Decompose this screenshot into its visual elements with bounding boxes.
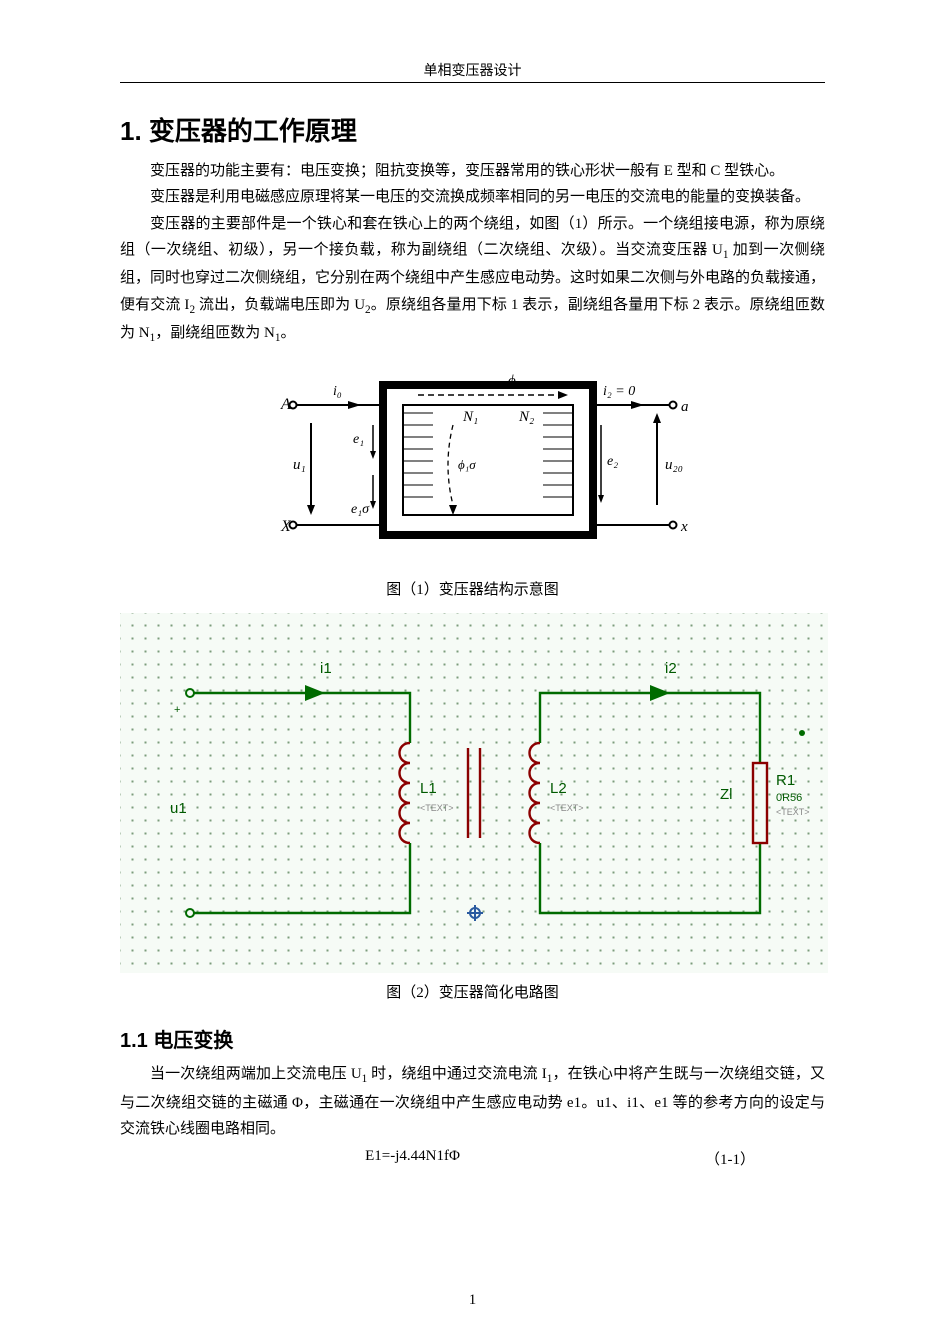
header-rule — [120, 82, 825, 83]
fig2-Zl: Zl — [720, 786, 733, 803]
fig1-N2: N₂ — [518, 409, 534, 425]
fig2-R1: R1 — [776, 772, 795, 789]
figure-2-caption: 图（2）变压器简化电路图 — [120, 981, 825, 1002]
fig1-x: x — [680, 519, 688, 535]
fig1-A: A — [280, 396, 291, 413]
fig1-i2: i₂ = 0 — [603, 384, 635, 399]
figure-2: i1 i2 u1 + L1 <TEXT> L2 <TEXT> Zl R1 0R5… — [120, 613, 828, 973]
para3-c: 流出，负载端电压即为 U — [195, 297, 365, 313]
fig2-i1: i1 — [320, 660, 332, 677]
fig2-R1v: 0R56 — [776, 792, 802, 804]
fig2-L2: L2 — [550, 780, 567, 797]
section1-para1: 变压器的功能主要有：电压变换；阻抗变换等，变压器常用的铁心形状一般有 E 型和 … — [120, 158, 825, 184]
fig1-i0: i₀ — [333, 384, 342, 399]
equation-number: （1-1） — [705, 1148, 825, 1169]
section1-1-para: 当一次绕组两端加上交流电压 U1 时，绕组中通过交流电流 I1，在铁心中将产生既… — [120, 1061, 825, 1142]
circuit-svg: i1 i2 u1 + L1 <TEXT> L2 <TEXT> Zl R1 0R5… — [120, 613, 828, 973]
fig1-u20: u₂₀ — [665, 457, 683, 473]
fig2-u1: u1 — [170, 800, 187, 817]
fig1-phi: ϕ — [508, 373, 516, 389]
fig1-u1: u₁ — [293, 457, 306, 473]
running-header: 单相变压器设计 — [120, 60, 825, 80]
equation-text: E1=-j4.44N1fΦ — [120, 1148, 705, 1169]
fig2-L1-ph: <TEXT> — [420, 803, 454, 813]
figure-1-caption: 图（1）变压器结构示意图 — [120, 578, 825, 599]
fig2-i2: i2 — [665, 660, 677, 677]
fig1-e1: e₁ — [353, 432, 364, 447]
transformer-schematic-svg: A X a x u₁ u₂₀ i₀ i₂ = 0 e₁ e₁σ e₂ ϕ ϕ₁σ… — [253, 365, 693, 565]
fig1-phi1s: ϕ₁σ — [458, 457, 476, 472]
fig2-L2-ph: <TEXT> — [550, 803, 584, 813]
fig2-L1: L1 — [420, 780, 437, 797]
equation-1-1: E1=-j4.44N1fΦ （1-1） — [120, 1148, 825, 1169]
section-1-1-heading: 1.1 电压变换 — [120, 1024, 825, 1053]
fig2-plus: + — [174, 704, 180, 716]
figure-1: A X a x u₁ u₂₀ i₀ i₂ = 0 e₁ e₁σ e₂ ϕ ϕ₁σ… — [253, 365, 693, 570]
page: 单相变压器设计 1. 变压器的工作原理 变压器的功能主要有：电压变换；阻抗变换等… — [0, 0, 945, 1337]
fig2-R1-ph: <TEXT> — [776, 807, 810, 817]
figure-2-canvas: i1 i2 u1 + L1 <TEXT> L2 <TEXT> Zl R1 0R5… — [120, 613, 828, 973]
fig1-a: a — [681, 399, 689, 415]
section1-para3: 变压器的主要部件是一个铁心和套在铁心上的两个绕组，如图（1）所示。一个绕组接电源… — [120, 211, 825, 350]
fig1-N1: N₁ — [462, 409, 478, 425]
fig1-e1s: e₁σ — [351, 502, 370, 517]
fig1-X: X — [280, 518, 292, 535]
page-number: 1 — [0, 1292, 945, 1309]
s11-b: 时，绕组中通过交流电流 I — [367, 1066, 546, 1082]
section-1-heading: 1. 变压器的工作原理 — [120, 111, 825, 148]
para3-e: ，副绕组匝数为 N — [155, 325, 275, 341]
fig1-e2: e₂ — [607, 454, 618, 469]
section1-para2: 变压器是利用电磁感应原理将某一电压的交流换成频率相同的另一电压的交流电的能量的变… — [120, 184, 825, 210]
para3-f: 。 — [280, 325, 295, 341]
s11-a: 当一次绕组两端加上交流电压 U — [150, 1066, 362, 1082]
para3-a: 变压器的主要部件是一个铁心和套在铁心上的两个绕组，如图（1）所示。一个绕组接电源… — [120, 216, 825, 258]
